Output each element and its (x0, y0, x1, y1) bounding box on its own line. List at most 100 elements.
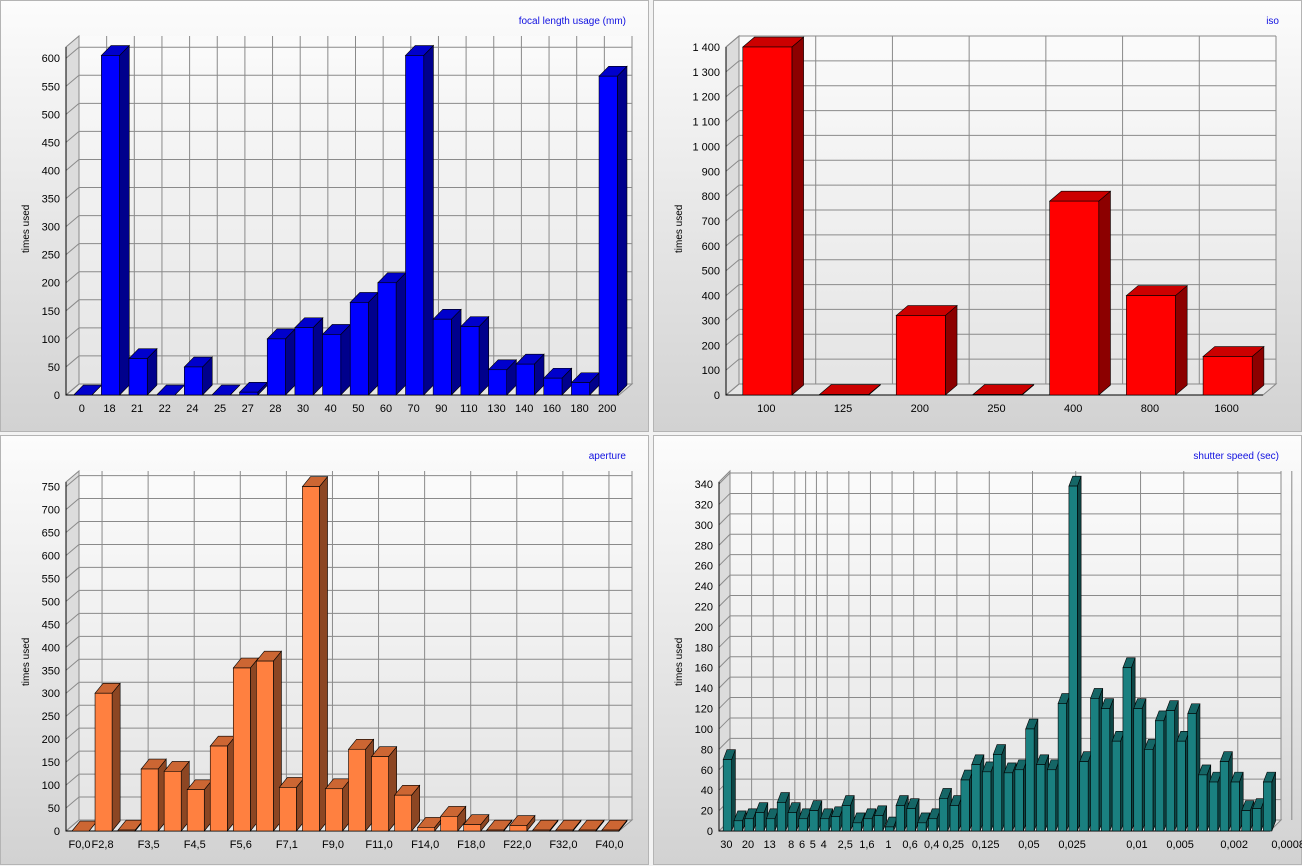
bar (810, 801, 822, 831)
x-tick-label: 0,25 (943, 839, 964, 851)
x-tick-label: 180 (570, 403, 588, 415)
y-tick-label: 600 (42, 53, 60, 65)
y-tick-label: 700 (702, 216, 720, 228)
bar (1242, 801, 1254, 831)
y-tick-label: 350 (42, 665, 60, 677)
y-tick-label: 260 (695, 561, 713, 573)
y-tick-label: 50 (48, 362, 60, 374)
y-tick-label: 250 (42, 250, 60, 262)
shutter-speed-plot: 0204060801001201401601802002202402602803… (654, 436, 1302, 866)
x-tick-label: 800 (1141, 403, 1159, 415)
bar (302, 477, 327, 831)
x-tick-label: 100 (757, 403, 775, 415)
y-tick-label: 1 300 (692, 67, 720, 79)
bar (1015, 760, 1027, 831)
bar (1220, 752, 1232, 831)
bar (1166, 701, 1178, 831)
bar (907, 799, 919, 831)
x-tick-label: 0,0008 (1271, 839, 1302, 851)
bar (187, 780, 212, 831)
x-tick-label: F9,0 (322, 839, 344, 851)
bar (372, 747, 397, 831)
x-tick-label: F18,0 (457, 839, 485, 851)
bar (378, 273, 406, 395)
x-tick-label: 5 (810, 839, 816, 851)
x-tick-label: 200 (911, 403, 929, 415)
bar (1177, 731, 1189, 831)
y-tick-label: 550 (42, 81, 60, 93)
y-tick-label: 450 (42, 619, 60, 631)
bar (1080, 752, 1092, 831)
bar (164, 761, 189, 831)
x-tick-label: 2,5 (838, 839, 853, 851)
x-tick-label: F3,5 (138, 839, 160, 851)
x-tick-label: F14,0 (411, 839, 439, 851)
y-tick-label: 0 (54, 826, 60, 838)
y-tick-label: 750 (42, 482, 60, 494)
y-tick-label: 50 (48, 803, 60, 815)
x-tick-label: 1600 (1214, 403, 1238, 415)
bar (233, 658, 258, 831)
y-tick-label: 120 (695, 704, 713, 716)
x-tick-label: 110 (460, 403, 478, 415)
bar (101, 46, 129, 395)
y-tick-label: 450 (42, 137, 60, 149)
y-tick-label: 800 (702, 191, 720, 203)
bar (896, 796, 908, 831)
bar (295, 318, 323, 395)
bar (516, 354, 544, 395)
x-tick-label: 13 (763, 839, 775, 851)
bar (95, 683, 120, 831)
bar (950, 796, 962, 831)
bar (348, 739, 373, 831)
y-tick-label: 400 (42, 165, 60, 177)
y-tick-label: 160 (695, 663, 713, 675)
x-tick-label: 250 (987, 403, 1005, 415)
x-tick-label: 8 (788, 839, 794, 851)
bar (743, 37, 804, 395)
bar (1050, 191, 1111, 395)
bar (1004, 763, 1016, 831)
x-tick-label: 20 (742, 839, 754, 851)
x-tick-label: 0,01 (1126, 839, 1147, 851)
y-tick-label: 200 (702, 340, 720, 352)
bar (961, 770, 973, 831)
bar (896, 306, 957, 395)
y-tick-label: 180 (695, 642, 713, 654)
x-tick-label: 400 (1064, 403, 1082, 415)
y-tick-label: 150 (42, 757, 60, 769)
y-tick-label: 100 (702, 365, 720, 377)
bar (1209, 772, 1221, 831)
y-tick-label: 200 (695, 622, 713, 634)
y-tick-label: 0 (714, 390, 720, 402)
bar (599, 66, 627, 395)
y-tick-label: 80 (701, 744, 713, 756)
bar (395, 785, 420, 831)
bar (993, 745, 1005, 831)
y-tick-label: 1 400 (692, 42, 720, 54)
x-tick-label: 18 (103, 403, 115, 415)
y-tick-label: 600 (42, 550, 60, 562)
bar (488, 360, 516, 395)
y-tick-label: 600 (702, 241, 720, 253)
y-tick-label: 650 (42, 528, 60, 540)
bar (1263, 772, 1275, 831)
bar (1145, 739, 1157, 831)
x-tick-label: 24 (186, 403, 198, 415)
x-tick-label: F22,0 (503, 839, 531, 851)
bar (325, 779, 350, 831)
y-tick-label: 500 (702, 266, 720, 278)
bar (1047, 760, 1059, 831)
bar (267, 329, 295, 395)
bar (210, 736, 235, 831)
bar (129, 349, 157, 395)
x-tick-label: F40,0 (595, 839, 623, 851)
x-tick-label: 60 (380, 403, 392, 415)
bar (1101, 699, 1113, 831)
y-tick-label: 400 (702, 291, 720, 303)
y-tick-label: 1 100 (692, 117, 720, 129)
bar (350, 292, 378, 395)
y-tick-label: 300 (42, 222, 60, 234)
